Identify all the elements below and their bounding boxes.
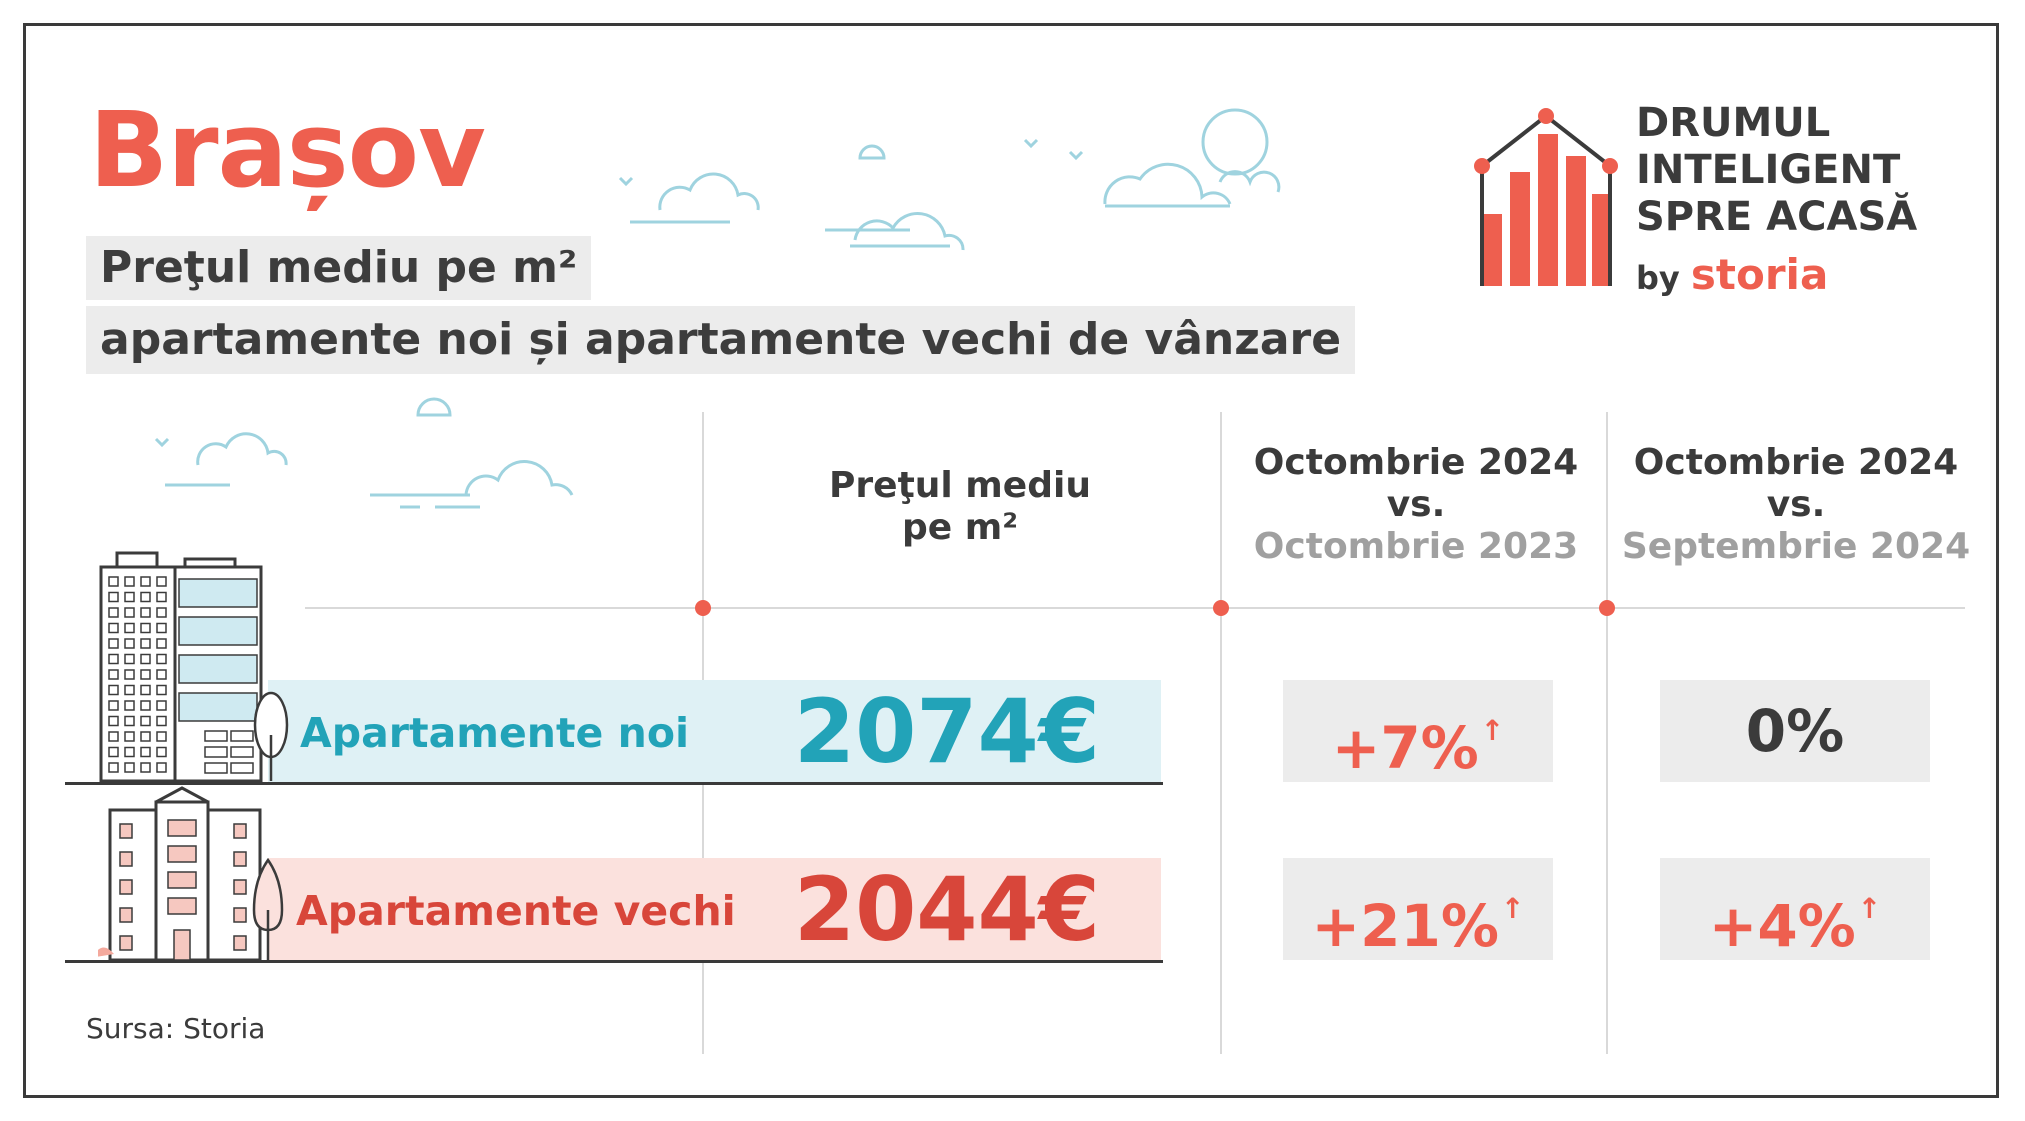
building-window (140, 591, 151, 603)
building-window (156, 746, 167, 758)
building-window (108, 638, 119, 649)
arrow-up-icon: ↑ (1500, 892, 1525, 925)
building-window (156, 700, 167, 711)
building-window (156, 731, 167, 742)
price-new: 2074€ (793, 680, 1100, 783)
price-column-header: Preţul mediu pe m² (829, 465, 1091, 548)
building-window (140, 653, 151, 665)
column-divider (1220, 412, 1222, 1054)
divider-dot (695, 600, 711, 616)
old-apartments-band (268, 858, 1161, 960)
new-building-icon (99, 551, 289, 783)
building-window (124, 762, 135, 773)
yoy-change-old: +21%↑ (1283, 858, 1553, 960)
building-window (156, 591, 167, 603)
arrow-up-icon: ↑ (1480, 714, 1505, 747)
storia-wordmark: storia (1690, 250, 1829, 299)
mom-column-header: Octombrie 2024 vs. Septembrie 2024 (1621, 442, 1971, 567)
building-window (124, 669, 135, 680)
building-window (108, 715, 119, 727)
building-window (124, 607, 135, 618)
building-window (140, 576, 151, 587)
building-window (156, 653, 167, 665)
building-window (124, 700, 135, 711)
building-window (108, 576, 119, 587)
price-old: 2044€ (793, 858, 1100, 961)
building-window (108, 731, 119, 742)
row-label-new: Apartamente noi (300, 709, 690, 757)
building-window (124, 576, 135, 587)
ground-line (65, 960, 1163, 963)
building-window (140, 607, 151, 618)
building-window (124, 731, 135, 742)
building-window (108, 607, 119, 618)
building-window (108, 762, 119, 773)
building-window (140, 684, 151, 696)
building-window (124, 746, 135, 758)
yoy-change-new: +7%↑ (1283, 680, 1553, 782)
building-window (124, 591, 135, 603)
building-window (108, 700, 119, 711)
building-window (140, 746, 151, 758)
source-note: Sursa: Storia (86, 1012, 266, 1045)
building-window (108, 622, 119, 634)
building-window (140, 715, 151, 727)
clouds-top-icon (618, 108, 1281, 251)
city-title: Brașov (89, 89, 486, 211)
subtitle-price-per-sqm: Preţul mediu pe m² (86, 236, 592, 300)
building-window (140, 700, 151, 711)
new-apartments-band (268, 680, 1161, 782)
building-window (124, 684, 135, 696)
building-window (108, 746, 119, 758)
column-divider (1606, 412, 1608, 1054)
building-window (156, 576, 167, 587)
ground-line (65, 782, 1163, 785)
building-window (156, 669, 167, 680)
divider-dot (1213, 600, 1229, 616)
old-building-icon (98, 786, 284, 962)
building-window (140, 622, 151, 634)
yoy-column-header: Octombrie 2024 vs. Octombrie 2023 (1253, 442, 1579, 567)
building-window (140, 762, 151, 773)
storia-bar-logo-icon (1474, 108, 1618, 286)
building-window (140, 731, 151, 742)
building-window (140, 669, 151, 680)
building-window (108, 591, 119, 603)
building-window (108, 653, 119, 665)
building-window (156, 715, 167, 727)
building-window (124, 715, 135, 727)
header-divider (305, 607, 1965, 609)
arrow-up-icon: ↑ (1857, 892, 1882, 925)
building-window (140, 638, 151, 649)
divider-dot (1599, 600, 1615, 616)
clouds-left-icon (154, 397, 574, 509)
brand-byline: by storia (1636, 250, 1829, 299)
building-window (156, 638, 167, 649)
brand-tagline: DRUMUL INTELIGENT SPRE ACASĂ (1636, 100, 1918, 240)
building-window (108, 684, 119, 696)
building-window (108, 669, 119, 680)
building-window (124, 653, 135, 665)
building-window (156, 622, 167, 634)
mom-change-old: +4%↑ (1660, 858, 1930, 960)
building-window (156, 762, 167, 773)
building-window (156, 607, 167, 618)
building-window (124, 622, 135, 634)
mom-change-new: 0% (1660, 680, 1930, 782)
row-label-old: Apartamente vechi (296, 887, 736, 935)
building-window (156, 684, 167, 696)
subtitle-apartments: apartamente noi și apartamente vechi de … (86, 306, 1356, 374)
building-window (124, 638, 135, 649)
